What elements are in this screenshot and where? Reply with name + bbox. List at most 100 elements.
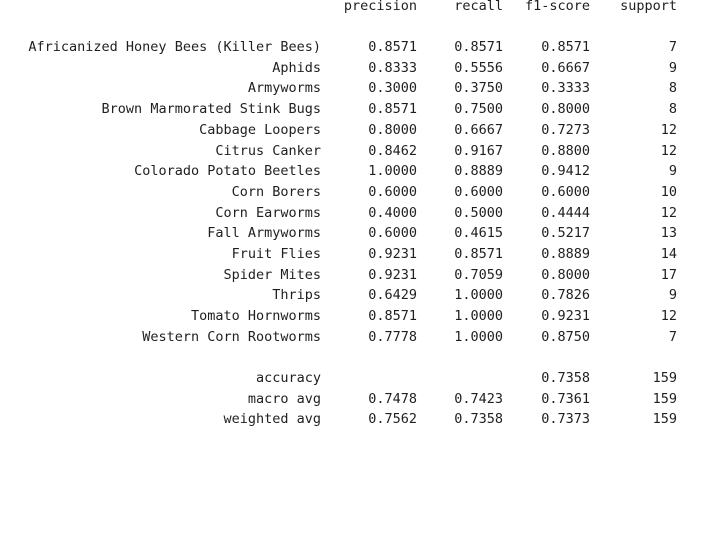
class-label: Africanized Honey Bees (Killer Bees) <box>28 39 321 55</box>
header-f1-score: f1-score <box>524 0 590 14</box>
support-value: 9 <box>668 59 677 76</box>
header-precision: precision <box>343 0 417 14</box>
precision-value: 0.8000 <box>368 121 417 138</box>
weighted-avg-recall: 0.7358 <box>454 411 503 427</box>
f1-score-value: 0.8889 <box>541 246 590 262</box>
class-label: Citrus Canker <box>215 142 321 159</box>
table-row: Western Corn Rootworms 0.7778 1.0000 0.8… <box>0 327 701 347</box>
class-label: Aphids <box>272 59 321 76</box>
support-value: 12 <box>660 204 677 221</box>
accuracy-label: accuracy <box>255 370 321 386</box>
class-label: Armyworms <box>247 80 321 97</box>
recall-value: 0.4615 <box>454 225 503 242</box>
precision-value: 0.8333 <box>368 59 417 76</box>
support-value: 9 <box>668 287 677 304</box>
recall-value: 0.3750 <box>454 80 503 97</box>
class-label: Spider Mites <box>223 266 321 283</box>
precision-value: 0.3000 <box>368 80 417 97</box>
support-value: 8 <box>668 101 677 118</box>
recall-value: 0.8571 <box>454 39 503 55</box>
f1-score-value: 0.8000 <box>541 101 590 118</box>
class-label: Brown Marmorated Stink Bugs <box>101 101 321 118</box>
recall-value: 1.0000 <box>454 287 503 304</box>
f1-score-value: 0.6000 <box>541 183 590 200</box>
support-value: 14 <box>660 246 677 262</box>
f1-score-value: 0.7826 <box>541 287 590 304</box>
f1-score-value: 0.6667 <box>541 59 590 76</box>
weighted-avg-label: weighted avg <box>223 411 321 427</box>
header-row: precision recall f1-score support <box>0 0 701 16</box>
precision-value: 0.4000 <box>368 204 417 221</box>
table-row: Tomato Hornworms 0.8571 1.0000 0.9231 12 <box>0 306 701 326</box>
precision-value: 0.8571 <box>368 308 417 325</box>
class-label: Corn Earworms <box>215 204 321 221</box>
table-row: Cabbage Loopers 0.8000 0.6667 0.7273 12 <box>0 120 701 140</box>
support-value: 13 <box>660 225 677 242</box>
table-row: Fall Armyworms 0.6000 0.4615 0.5217 13 <box>0 223 701 243</box>
weighted-avg-f1-score: 0.7373 <box>541 411 590 427</box>
support-value: 12 <box>660 308 677 325</box>
table-row: Spider Mites 0.9231 0.7059 0.8000 17 <box>0 265 701 285</box>
recall-value: 0.6000 <box>454 183 503 200</box>
macro-avg-recall: 0.7423 <box>454 390 503 407</box>
support-value: 12 <box>660 142 677 159</box>
macro-avg-precision: 0.7478 <box>368 390 417 407</box>
support-value: 12 <box>660 121 677 138</box>
classification-report: precision recall f1-score support Africa… <box>0 0 701 429</box>
support-value: 7 <box>668 328 677 345</box>
f1-score-value: 0.9231 <box>541 308 590 325</box>
f1-score-value: 0.8800 <box>541 142 590 159</box>
table-row: Fruit Flies 0.9231 0.8571 0.8889 14 <box>0 244 701 264</box>
precision-value: 1.0000 <box>368 163 417 180</box>
precision-value: 0.9231 <box>368 266 417 283</box>
f1-score-value: 0.9412 <box>541 163 590 180</box>
f1-score-value: 0.8750 <box>541 328 590 345</box>
class-label: Colorado Potato Beetles <box>134 163 321 180</box>
support-value: 10 <box>660 183 677 200</box>
weighted-avg-precision: 0.7562 <box>368 411 417 427</box>
recall-value: 0.7059 <box>454 266 503 283</box>
precision-value: 0.6429 <box>368 287 417 304</box>
class-label: Tomato Hornworms <box>190 308 321 325</box>
recall-value: 1.0000 <box>454 308 503 325</box>
table-row: Brown Marmorated Stink Bugs 0.8571 0.750… <box>0 99 701 119</box>
recall-value: 1.0000 <box>454 328 503 345</box>
f1-score-value: 0.8000 <box>541 266 590 283</box>
recall-value: 0.8571 <box>454 246 503 262</box>
table-row: Corn Borers 0.6000 0.6000 0.6000 10 <box>0 182 701 202</box>
class-label: Cabbage Loopers <box>199 121 321 138</box>
table-row: Aphids 0.8333 0.5556 0.6667 9 <box>0 58 701 78</box>
accuracy-support-value: 159 <box>652 370 677 386</box>
header-recall: recall <box>454 0 503 14</box>
macro-avg-row: macro avg 0.7478 0.7423 0.7361 159 <box>0 389 701 409</box>
precision-value: 0.6000 <box>368 225 417 242</box>
table-row: Africanized Honey Bees (Killer Bees) 0.8… <box>0 37 701 57</box>
recall-value: 0.5000 <box>454 204 503 221</box>
f1-score-value: 0.4444 <box>541 204 590 221</box>
class-label: Corn Borers <box>231 183 321 200</box>
table-row: Citrus Canker 0.8462 0.9167 0.8800 12 <box>0 141 701 161</box>
support-value: 8 <box>668 80 677 97</box>
recall-value: 0.9167 <box>454 142 503 159</box>
support-value: 9 <box>668 163 677 180</box>
table-row: Armyworms 0.3000 0.3750 0.3333 8 <box>0 78 701 98</box>
precision-value: 0.8571 <box>368 101 417 118</box>
precision-value: 0.8571 <box>368 39 417 55</box>
recall-value: 0.8889 <box>454 163 503 180</box>
table-row: Thrips 0.6429 1.0000 0.7826 9 <box>0 285 701 305</box>
macro-avg-label: macro avg <box>247 390 321 407</box>
precision-value: 0.9231 <box>368 246 417 262</box>
weighted-avg-row: weighted avg 0.7562 0.7358 0.7373 159 <box>0 409 701 429</box>
f1-score-value: 0.8571 <box>541 39 590 55</box>
macro-avg-support: 159 <box>652 390 677 407</box>
precision-value: 0.6000 <box>368 183 417 200</box>
recall-value: 0.6667 <box>454 121 503 138</box>
class-label: Fall Armyworms <box>207 225 321 242</box>
table-row: Corn Earworms 0.4000 0.5000 0.4444 12 <box>0 203 701 223</box>
recall-value: 0.5556 <box>454 59 503 76</box>
f1-score-value: 0.3333 <box>541 80 590 97</box>
class-label: Western Corn Rootworms <box>142 328 321 345</box>
precision-value: 0.8462 <box>368 142 417 159</box>
precision-value: 0.7778 <box>368 328 417 345</box>
class-label: Fruit Flies <box>231 246 321 262</box>
